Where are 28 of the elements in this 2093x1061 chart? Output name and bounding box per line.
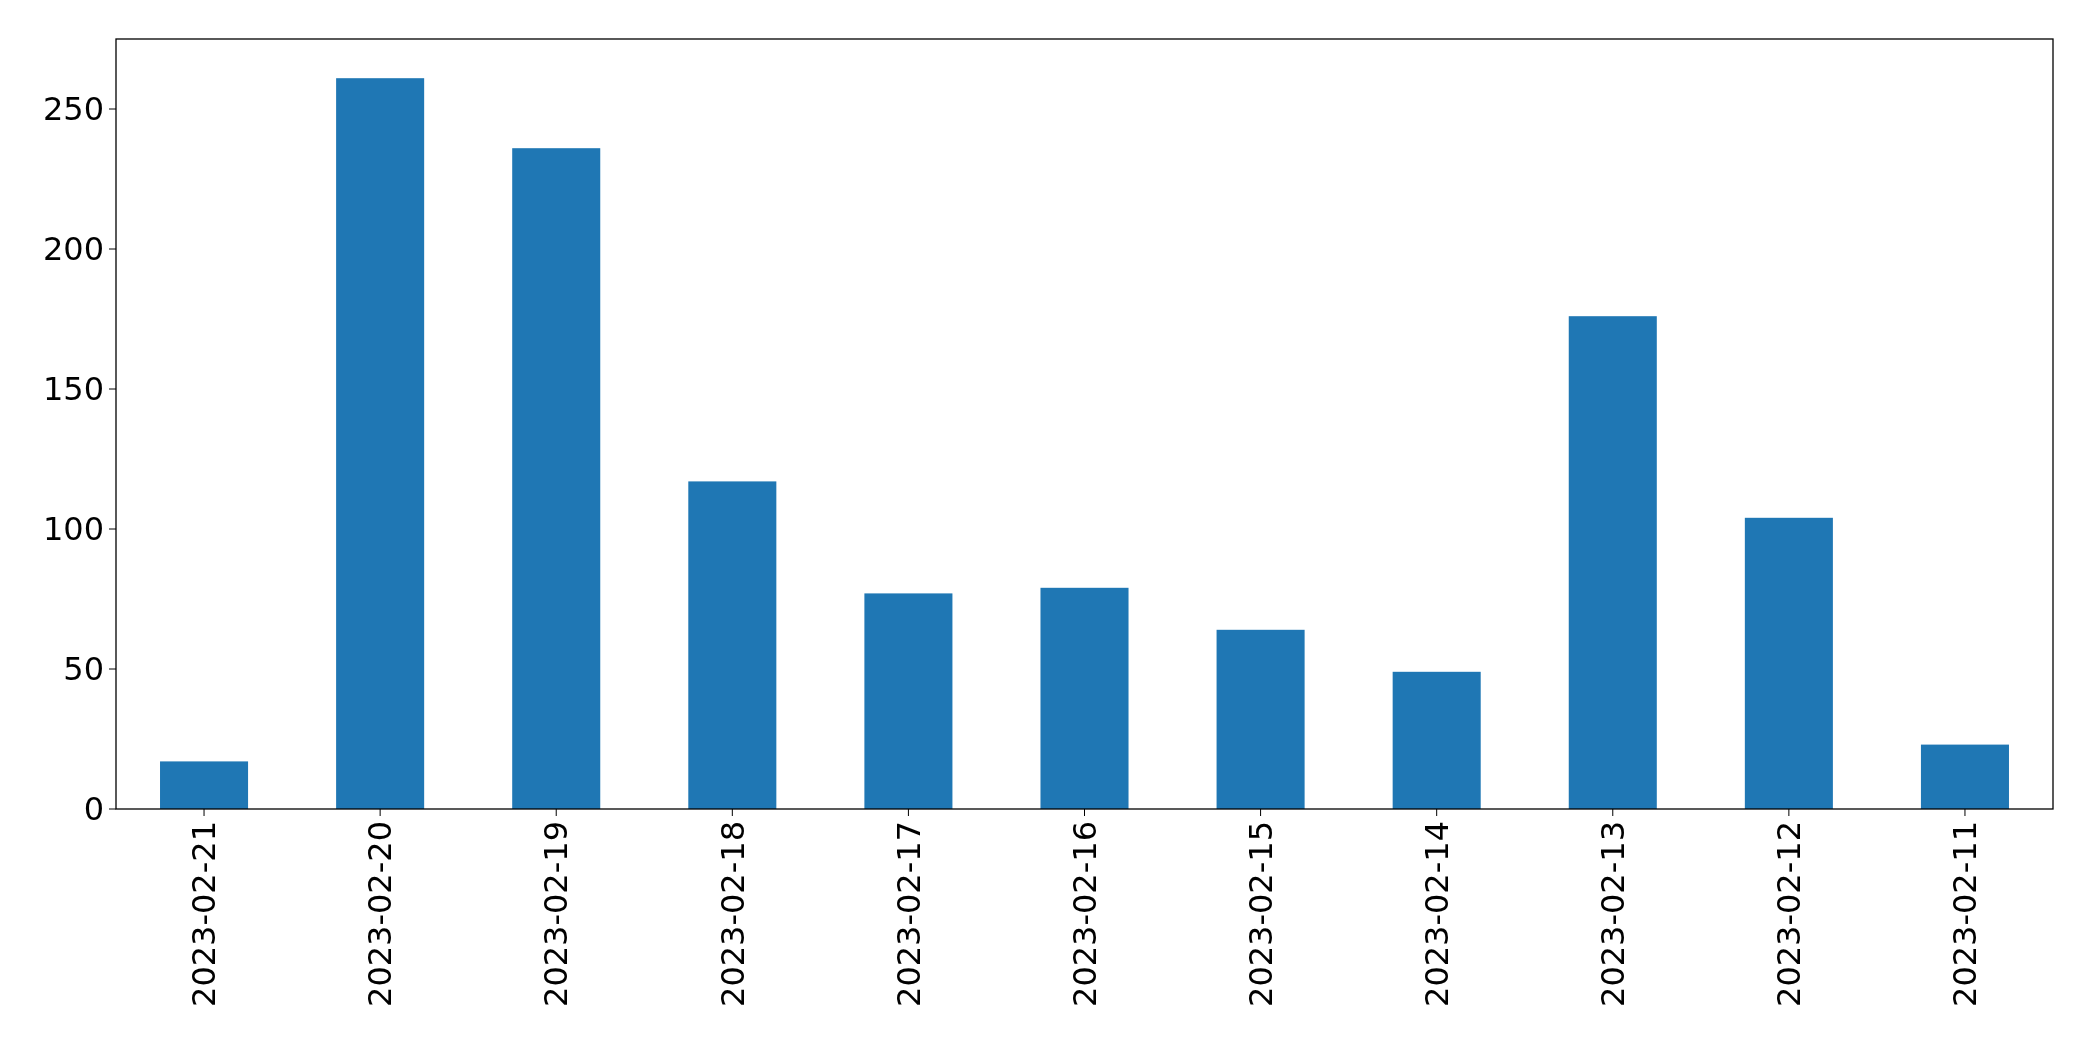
y-tick-label: 150	[42, 370, 104, 409]
x-tick-label: 2023-02-11	[1946, 821, 1985, 1007]
bar	[512, 148, 601, 809]
x-tick-label: 2023-02-18	[713, 821, 752, 1007]
bar	[1216, 629, 1305, 809]
bar	[1920, 744, 2009, 809]
x-tick-label: 2023-02-16	[1065, 821, 1104, 1007]
x-tick-label: 2023-02-13	[1593, 821, 1632, 1007]
bar	[688, 481, 777, 809]
x-tick-label: 2023-02-17	[889, 821, 928, 1007]
bar	[1040, 587, 1129, 809]
y-tick-label: 100	[42, 510, 104, 549]
bar	[1744, 517, 1833, 809]
bar	[864, 593, 953, 809]
bar	[160, 761, 249, 809]
x-tick-label: 2023-02-21	[185, 821, 224, 1007]
y-tick-label: 50	[63, 650, 104, 689]
bar	[336, 78, 425, 809]
x-tick-label: 2023-02-14	[1417, 821, 1456, 1007]
x-tick-label: 2023-02-12	[1770, 821, 1809, 1007]
x-tick-label: 2023-02-19	[537, 821, 576, 1007]
y-tick-label: 250	[42, 90, 104, 129]
x-tick-label: 2023-02-15	[1241, 821, 1280, 1007]
bar	[1392, 671, 1481, 809]
y-tick-label: 200	[42, 230, 104, 269]
x-tick-label: 2023-02-20	[361, 821, 400, 1007]
bar	[1568, 316, 1657, 809]
y-tick-label: 0	[83, 790, 104, 829]
